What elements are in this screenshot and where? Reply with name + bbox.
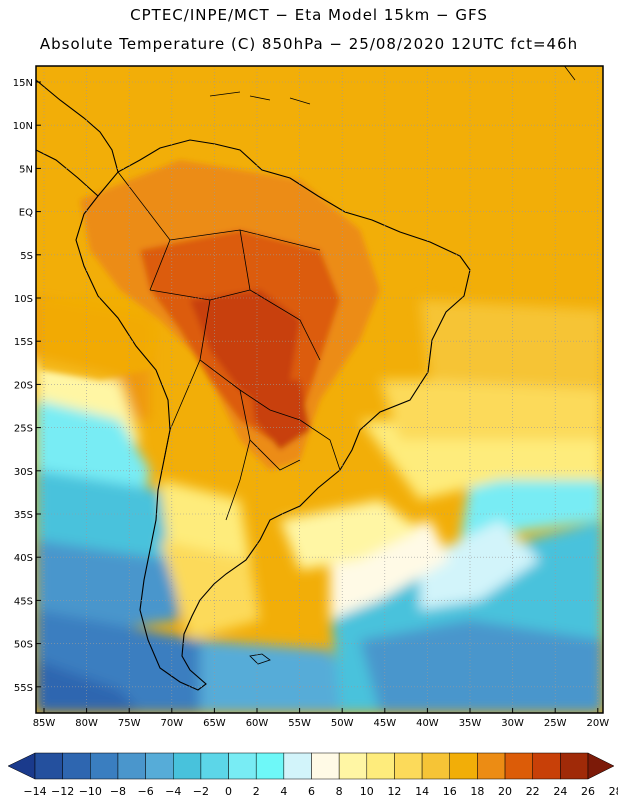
colorbar-swatch — [90, 752, 119, 780]
temperature-field — [36, 66, 603, 713]
lat-label-5n: 5N — [19, 164, 33, 175]
colorbar-swatch — [449, 752, 478, 780]
lat-label-eq: EQ — [19, 208, 33, 219]
colorbar-swatch — [366, 752, 395, 780]
country-borders — [117, 171, 341, 521]
colorbar-swatch — [421, 752, 451, 780]
colorbar-label: −4 — [165, 785, 181, 798]
colorbar-swatch — [338, 752, 368, 780]
colorbar-swatch — [532, 752, 561, 780]
graticule — [36, 66, 603, 713]
lat-label-15n: 15N — [13, 78, 33, 89]
colorbar-label: −10 — [79, 785, 102, 798]
colorbar-label: 22 — [526, 785, 540, 798]
map-frame — [35, 65, 604, 714]
colorbar-swatch — [34, 752, 63, 780]
colorbar-label: 2 — [253, 785, 260, 798]
lon-label-80w: 80W — [75, 718, 98, 729]
colorbar-label: 6 — [308, 785, 315, 798]
colorbar-swatch — [173, 752, 202, 780]
central-america-coastline — [36, 79, 119, 173]
colorbar-label: −12 — [51, 785, 74, 798]
lat-label-20s: 20S — [14, 380, 33, 391]
colorbar-swatch — [560, 752, 589, 780]
lon-label-55w: 55W — [288, 718, 311, 729]
lat-label-10n: 10N — [13, 121, 33, 132]
lat-label-30s: 30S — [14, 467, 33, 478]
lon-label-75w: 75W — [118, 718, 141, 729]
colorbar-swatch — [62, 752, 91, 780]
colorbar-label: 24 — [553, 785, 567, 798]
colorbar-swatch — [311, 752, 340, 780]
lat-label-15s: 15S — [14, 337, 33, 348]
colorbar-label: 14 — [415, 785, 429, 798]
colorbar-arrow-low — [7, 752, 36, 780]
colorbar-swatch — [145, 752, 174, 780]
colorbar: −14 −12 −10 −8 −6 −4 −2 0 2 4 6 8 10 12 14 16 18 20 22 24 26… — [7, 752, 618, 798]
lat-label-45s: 45S — [14, 596, 33, 607]
colorbar-label: 20 — [498, 785, 512, 798]
colorbar-label: 28 — [609, 785, 618, 798]
colorbar-swatch — [504, 752, 533, 780]
lon-label-70w: 70W — [160, 718, 183, 729]
falkland-islands — [249, 653, 271, 665]
colorbar-label: 10 — [360, 785, 374, 798]
colorbar-label: 26 — [581, 785, 595, 798]
colorbar-label: 0 — [225, 785, 232, 798]
lon-label-35w: 35W — [459, 718, 482, 729]
colorbar-swatch — [200, 752, 229, 780]
lon-label-40w: 40W — [416, 718, 439, 729]
title-line-2: Absolute Temperature (C) 850hPa − 25/08/… — [39, 35, 579, 53]
latitude-labels: 15N 10N 5N EQ 5S 10S 15S 20S 25S 30S 35S 40S 45S 50S 5… — [13, 78, 33, 694]
caribbean-islands — [209, 66, 576, 105]
colorbar-swatch — [394, 752, 423, 780]
colorbar-swatch — [117, 752, 146, 780]
colorbar-label: −6 — [137, 785, 153, 798]
title-line-1: CPTEC/INPE/MCT − Eta Model 15km − GFS — [130, 6, 488, 24]
colorbar-label: 18 — [470, 785, 484, 798]
colorbar-arrow-high — [587, 752, 615, 780]
colorbar-label: 4 — [280, 785, 287, 798]
colorbar-label: 8 — [336, 785, 343, 798]
lon-label-20w: 20W — [586, 718, 609, 729]
lon-label-85w: 85W — [33, 718, 56, 729]
colorbar-label: −8 — [110, 785, 126, 798]
lon-label-65w: 65W — [203, 718, 226, 729]
colorbar-label: 12 — [387, 785, 401, 798]
lon-label-60w: 60W — [246, 718, 269, 729]
colorbar-label: 16 — [443, 785, 457, 798]
colorbar-swatch — [228, 752, 257, 780]
colorbar-label: −2 — [193, 785, 209, 798]
central-america-coastline-south — [36, 149, 99, 197]
lat-label-5s: 5S — [20, 251, 33, 262]
lat-label-25s: 25S — [14, 424, 33, 435]
lon-label-30w: 30W — [501, 718, 524, 729]
coastlines — [36, 66, 576, 691]
colorbar-swatch — [255, 752, 285, 780]
lon-label-50w: 50W — [331, 718, 354, 729]
lat-label-50s: 50S — [14, 640, 33, 651]
colorbar-label: −14 — [23, 785, 46, 798]
lon-label-25w: 25W — [544, 718, 567, 729]
colorbar-swatch — [283, 752, 312, 780]
lat-label-35s: 35S — [14, 510, 33, 521]
lon-label-45w: 45W — [373, 718, 396, 729]
colorbar-swatch — [477, 752, 506, 780]
lat-label-55s: 55S — [14, 683, 33, 694]
lat-label-10s: 10S — [14, 294, 33, 305]
longitude-labels: 85W 80W 75W 70W 65W 60W 55W 50W 45W 40W 35W 30W 25W 2… — [33, 718, 610, 729]
lat-label-40s: 40S — [14, 553, 33, 564]
